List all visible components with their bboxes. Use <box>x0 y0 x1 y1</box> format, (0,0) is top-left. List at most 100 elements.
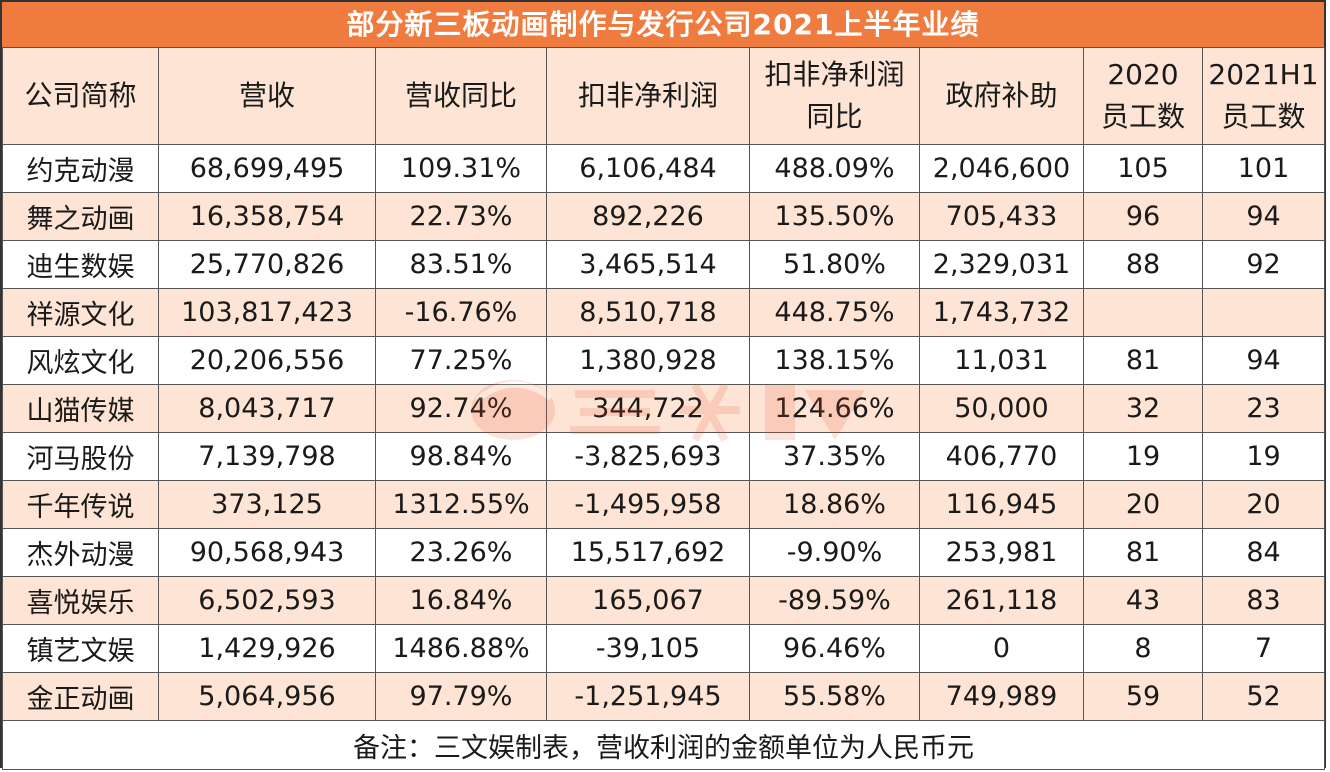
cell-revenue-yoy: 23.26% <box>375 528 547 577</box>
cell-revenue: 103,817,423 <box>158 288 376 337</box>
table-row: 舞之动画 16,358,754 22.73% 892,226 135.50% 705,43… <box>2 192 1325 241</box>
cell-employees-2020: 81 <box>1083 336 1203 385</box>
cell-net-profit: 892,226 <box>546 192 750 241</box>
cell-net-profit-yoy: 124.66% <box>749 384 920 433</box>
cell-revenue-yoy: 1312.55% <box>375 480 547 529</box>
table-row: 千年传说 373,125 1312.55% -1,495,958 18.86% 116,9… <box>2 480 1325 529</box>
cell-revenue-yoy: 1486.88% <box>375 624 547 673</box>
cell-net-profit-yoy: -9.90% <box>749 528 920 577</box>
cell-revenue-yoy: 16.84% <box>375 576 547 625</box>
header-cell-employees-2020: 2020 员工数 <box>1083 47 1203 145</box>
cell-revenue: 90,568,943 <box>158 528 376 577</box>
table-row: 约克动漫 68,699,495 109.31% 6,106,484 488.09% 2,0… <box>2 144 1325 193</box>
cell-net-profit: 3,465,514 <box>546 240 750 289</box>
cell-net-profit-yoy: 96.46% <box>749 624 920 673</box>
cell-company-name: 山猫传媒 <box>2 384 159 433</box>
cell-net-profit: -39,105 <box>546 624 750 673</box>
cell-revenue: 20,206,556 <box>158 336 376 385</box>
cell-employees-2021h1: 7 <box>1202 624 1325 673</box>
table-row: 河马股份 7,139,798 98.84% -3,825,693 37.35% 406,7… <box>2 432 1325 481</box>
cell-revenue: 16,358,754 <box>158 192 376 241</box>
table-body: 公司简称 营收 营收同比 扣非净利润 扣非净利润 同比 政府补助 2020 员工数 2021H1 员… <box>2 47 1325 770</box>
cell-company-name: 河马股份 <box>2 432 159 481</box>
cell-company-name: 祥源文化 <box>2 288 159 337</box>
cell-net-profit: 1,380,928 <box>546 336 750 385</box>
cell-company-name: 金正动画 <box>2 672 159 721</box>
header-cell-employees-2021h1: 2021H1 员工数 <box>1202 47 1325 145</box>
cell-government-subsidy: 0 <box>919 624 1084 673</box>
table-title: 部分新三板动画制作与发行公司2021上半年业绩 <box>2 2 1324 47</box>
cell-revenue: 25,770,826 <box>158 240 376 289</box>
cell-revenue-yoy: 109.31% <box>375 144 547 193</box>
table-row: 迪生数娱 25,770,826 83.51% 3,465,514 51.80% 2,329… <box>2 240 1325 289</box>
cell-company-name: 镇艺文娱 <box>2 624 159 673</box>
cell-government-subsidy: 50,000 <box>919 384 1084 433</box>
cell-revenue: 6,502,593 <box>158 576 376 625</box>
cell-government-subsidy: 253,981 <box>919 528 1084 577</box>
cell-government-subsidy: 2,046,600 <box>919 144 1084 193</box>
header-cell-government-subsidy: 政府补助 <box>919 47 1084 145</box>
cell-revenue: 373,125 <box>158 480 376 529</box>
cell-employees-2020: 19 <box>1083 432 1203 481</box>
table-row: 祥源文化 103,817,423 -16.76% 8,510,718 448.75% 1,… <box>2 288 1325 337</box>
cell-employees-2020: 96 <box>1083 192 1203 241</box>
header-cell-net-profit-yoy: 扣非净利润 同比 <box>749 47 920 145</box>
cell-employees-2021h1: 52 <box>1202 672 1325 721</box>
table-row: 镇艺文娱 1,429,926 1486.88% -39,105 96.46% 0 8 7 <box>2 624 1325 673</box>
header-cell-revenue: 营收 <box>158 47 376 145</box>
cell-employees-2021h1: 20 <box>1202 480 1325 529</box>
table-row: 金正动画 5,064,956 97.79% -1,251,945 55.58% 749,9… <box>2 672 1325 721</box>
cell-net-profit-yoy: 488.09% <box>749 144 920 193</box>
cell-net-profit-yoy: 448.75% <box>749 288 920 337</box>
cell-employees-2021h1: 84 <box>1202 528 1325 577</box>
cell-employees-2021h1 <box>1202 288 1325 337</box>
cell-government-subsidy: 406,770 <box>919 432 1084 481</box>
cell-employees-2021h1: 83 <box>1202 576 1325 625</box>
cell-revenue-yoy: 92.74% <box>375 384 547 433</box>
cell-net-profit-yoy: 135.50% <box>749 192 920 241</box>
cell-employees-2021h1: 94 <box>1202 336 1325 385</box>
header-cell-company-name: 公司简称 <box>2 47 159 145</box>
cell-net-profit-yoy: 37.35% <box>749 432 920 481</box>
cell-government-subsidy: 261,118 <box>919 576 1084 625</box>
cell-revenue-yoy: 98.84% <box>375 432 547 481</box>
cell-revenue-yoy: 97.79% <box>375 672 547 721</box>
cell-company-name: 杰外动漫 <box>2 528 159 577</box>
cell-employees-2020: 81 <box>1083 528 1203 577</box>
cell-employees-2021h1: 101 <box>1202 144 1325 193</box>
table-row: 山猫传媒 8,043,717 92.74% 344,722 124.66% 50,000 3… <box>2 384 1325 433</box>
cell-employees-2021h1: 23 <box>1202 384 1325 433</box>
cell-employees-2021h1: 94 <box>1202 192 1325 241</box>
header-row: 公司简称 营收 营收同比 扣非净利润 扣非净利润 同比 政府补助 2020 员工数 2021H1 员… <box>2 47 1325 145</box>
cell-company-name: 喜悦娱乐 <box>2 576 159 625</box>
cell-government-subsidy: 1,743,732 <box>919 288 1084 337</box>
cell-revenue: 1,429,926 <box>158 624 376 673</box>
cell-net-profit: -1,251,945 <box>546 672 750 721</box>
cell-net-profit-yoy: 18.86% <box>749 480 920 529</box>
cell-net-profit: 15,517,692 <box>546 528 750 577</box>
cell-company-name: 舞之动画 <box>2 192 159 241</box>
cell-employees-2020 <box>1083 288 1203 337</box>
performance-table: 公司简称 营收 营收同比 扣非净利润 扣非净利润 同比 政府补助 2020 员工数 2021H1 员… <box>2 47 1325 770</box>
cell-net-profit-yoy: 138.15% <box>749 336 920 385</box>
cell-revenue: 8,043,717 <box>158 384 376 433</box>
cell-company-name: 千年传说 <box>2 480 159 529</box>
cell-employees-2020: 105 <box>1083 144 1203 193</box>
cell-revenue-yoy: 22.73% <box>375 192 547 241</box>
cell-employees-2021h1: 19 <box>1202 432 1325 481</box>
cell-government-subsidy: 11,031 <box>919 336 1084 385</box>
cell-government-subsidy: 2,329,031 <box>919 240 1084 289</box>
cell-net-profit: 344,722 <box>546 384 750 433</box>
cell-revenue-yoy: 83.51% <box>375 240 547 289</box>
cell-employees-2020: 88 <box>1083 240 1203 289</box>
cell-government-subsidy: 116,945 <box>919 480 1084 529</box>
cell-revenue-yoy: 77.25% <box>375 336 547 385</box>
cell-revenue: 5,064,956 <box>158 672 376 721</box>
cell-company-name: 迪生数娱 <box>2 240 159 289</box>
cell-net-profit-yoy: -89.59% <box>749 576 920 625</box>
table-row: 风炫文化 20,206,556 77.25% 1,380,928 138.15% 11,0… <box>2 336 1325 385</box>
cell-net-profit-yoy: 51.80% <box>749 240 920 289</box>
header-cell-net-profit: 扣非净利润 <box>546 47 750 145</box>
cell-net-profit: 8,510,718 <box>546 288 750 337</box>
cell-employees-2021h1: 92 <box>1202 240 1325 289</box>
